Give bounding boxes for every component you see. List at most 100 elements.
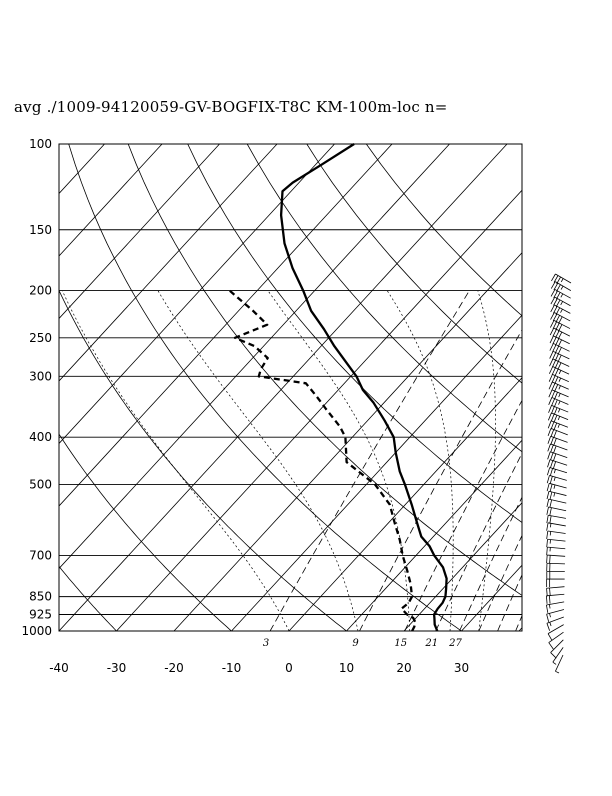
grid-group — [0, 144, 612, 631]
mixing-ratio-line — [479, 291, 612, 631]
wind-barb-half-flag — [561, 309, 563, 313]
wind-barb-flag — [548, 444, 551, 452]
mixing-ratio-label: 15 — [394, 638, 407, 649]
wind-barb-flag — [556, 292, 560, 299]
wind-barb — [548, 436, 568, 446]
wind-barb-flag — [551, 653, 557, 659]
wind-barb — [548, 421, 568, 431]
wind-barb-half-flag — [550, 531, 551, 535]
wind-barb-flag — [552, 368, 555, 375]
wind-barb-half-flag — [550, 523, 551, 527]
wind-barb — [547, 547, 566, 555]
wind-barb-flag — [558, 355, 561, 362]
wind-barb-flag — [551, 399, 554, 406]
temperature-profile — [281, 144, 447, 631]
wind-barb — [548, 413, 568, 423]
wind-barb-half-flag — [559, 393, 561, 397]
wind-barb-flag — [550, 492, 552, 500]
wind-barb-flag — [550, 343, 554, 350]
wind-barb-half-flag — [559, 401, 561, 405]
moist-adiabat-line — [478, 291, 496, 631]
dry-adiabat-line — [307, 144, 612, 631]
wind-barb-half-flag — [561, 279, 563, 282]
wind-barb-half-flag — [561, 286, 563, 289]
y-tick-label: 850 — [29, 590, 52, 604]
wind-barb — [551, 282, 571, 292]
wind-barb-flag — [553, 329, 557, 336]
plot-frame — [59, 144, 522, 631]
wind-barb-flag — [551, 297, 555, 304]
wind-barb — [549, 390, 569, 400]
wind-barb — [550, 359, 570, 370]
wind-barb-half-flag — [561, 301, 563, 304]
wind-barb-flag — [557, 277, 561, 284]
wind-barb — [547, 507, 566, 515]
mixing-ratio-line — [360, 291, 545, 631]
wind-barb-half-flag — [558, 424, 559, 428]
wind-barb-flag — [554, 384, 557, 391]
wind-barb — [550, 351, 570, 362]
wind-barb-half-flag — [549, 604, 550, 608]
dry-adiabat-line — [247, 144, 612, 631]
wind-barb-flag — [555, 361, 558, 368]
wind-barb — [547, 523, 566, 531]
wind-barb — [546, 602, 564, 613]
wind-barb-flag — [550, 468, 552, 476]
wind-barb — [548, 625, 564, 641]
wind-barb-flag — [551, 274, 555, 281]
wind-barb-flag — [547, 475, 549, 483]
wind-barb-half-flag — [554, 493, 555, 497]
wind-barb-flag — [549, 596, 550, 604]
wind-barb-flag — [556, 323, 560, 330]
wind-barb — [547, 483, 566, 492]
wind-barb — [547, 460, 567, 469]
wind-barb-flag — [554, 276, 558, 283]
mixing-ratio-label: 3 — [263, 638, 269, 649]
isotherm-line — [2, 144, 450, 631]
y-tick-label: 150 — [29, 223, 52, 237]
dry-adiabat-line — [9, 144, 346, 631]
wind-barb-flag — [550, 320, 554, 327]
mixing-ratio-line — [516, 291, 612, 631]
wind-barb-half-flag — [553, 662, 556, 664]
isotherm-line — [347, 144, 612, 631]
wind-barb — [550, 320, 570, 331]
wind-barb — [551, 297, 571, 307]
wind-barb — [555, 655, 563, 673]
wind-barb-staff — [553, 647, 563, 662]
wind-barb-flag — [550, 336, 554, 343]
wind-barb-flag — [553, 454, 556, 462]
wind-barb-flag — [550, 516, 551, 524]
wind-barb-flag — [552, 391, 555, 398]
wind-barb-flag — [550, 500, 552, 508]
wind-barb-flag — [547, 588, 548, 596]
wind-barb-flag — [546, 605, 547, 613]
wind-barb-flag — [551, 429, 554, 436]
wind-barb-flag — [554, 400, 557, 407]
wind-barb-half-flag — [559, 386, 561, 390]
wind-barb-staff — [550, 444, 567, 450]
mixing-ratio-label: 21 — [424, 638, 438, 649]
wind-barb-flag — [554, 423, 557, 430]
wind-barb-half-flag — [561, 294, 563, 297]
x-tick-label: 0 — [285, 661, 293, 675]
wind-barb-flag — [551, 445, 554, 453]
wind-barb — [547, 499, 566, 507]
wind-barb-flag — [551, 414, 554, 421]
wind-barb — [551, 274, 571, 284]
wind-barb-flag — [550, 328, 554, 335]
mixing-ratio-line — [460, 291, 612, 631]
wind-barb-flag — [558, 332, 562, 339]
wind-barb-flag — [553, 337, 557, 344]
dry-adiabat-line — [0, 144, 117, 631]
wind-barb-flag — [551, 305, 555, 312]
wind-barb-flag — [547, 507, 549, 515]
wind-barb-staff — [551, 436, 568, 442]
wind-barb-flag — [547, 555, 548, 563]
y-tick-label: 500 — [29, 477, 52, 491]
y-tick-label: 250 — [29, 331, 52, 345]
x-tick-label: 30 — [454, 661, 469, 675]
wind-barb — [547, 579, 565, 587]
wind-barb-flag — [547, 623, 550, 631]
wind-barb — [547, 571, 565, 579]
